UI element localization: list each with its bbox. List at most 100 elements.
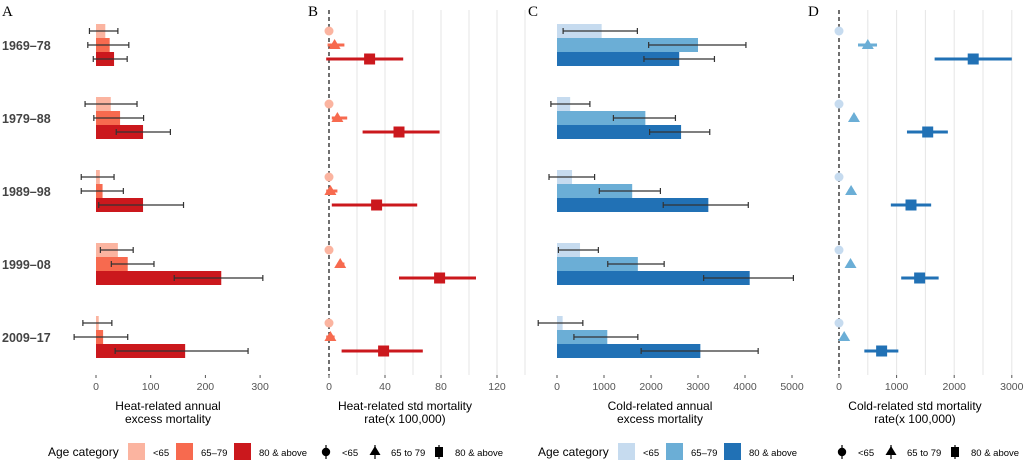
x-tick-label: 1000: [885, 381, 909, 393]
x-tick-label: 120: [488, 381, 506, 393]
bar: [557, 257, 638, 271]
point-circle: [324, 172, 334, 182]
legend-label: <65: [643, 448, 659, 459]
legend-swatch: [618, 443, 635, 460]
legend-title: Age category: [48, 445, 119, 459]
point-square: [393, 126, 405, 138]
point-square: [914, 272, 926, 284]
point-square: [876, 345, 888, 357]
legend-circle-icon: [837, 447, 847, 457]
panel-letter: A: [2, 4, 13, 20]
x-axis-title: Heat-related std mortality: [338, 399, 472, 413]
x-axis-title: rate(x 100,000): [364, 412, 445, 426]
point-triangle: [838, 331, 851, 341]
legend-triangle-icon: [369, 446, 381, 455]
point-triangle: [334, 258, 347, 268]
x-tick-label: 200: [197, 381, 215, 393]
x-tick-label: 2000: [639, 381, 663, 393]
x-tick-label: 0: [93, 381, 99, 393]
legend-label: 65 to 79: [391, 448, 425, 459]
point-circle: [834, 99, 844, 109]
point-circle: [834, 318, 844, 328]
legend-label: 80 & above: [259, 448, 307, 459]
x-tick-label: 300: [251, 381, 269, 393]
x-tick-label: 3000: [686, 381, 710, 393]
bar: [557, 125, 682, 139]
point-triangle: [331, 112, 344, 122]
point-circle: [834, 26, 844, 36]
x-axis-title: excess mortality: [125, 412, 211, 426]
bar: [557, 184, 633, 198]
y-tick-label: 1979–88: [2, 112, 51, 126]
panel-d: D 0 1000 2000 3000 Cold-related std mortality…: [808, 4, 1024, 426]
x-tick-label: 100: [142, 381, 160, 393]
point-square: [434, 272, 446, 284]
x-tick-label: 0: [554, 381, 560, 393]
panel-b: B 0 40 80 120 Heat-related std mortalityrate(…: [308, 4, 526, 426]
point-square: [364, 53, 376, 65]
legend-label: 80 & above: [971, 448, 1019, 459]
bar: [557, 344, 701, 358]
legend-label: <65: [342, 448, 358, 459]
point-square: [378, 345, 390, 357]
point-circle: [324, 245, 334, 255]
legend-square-icon: [951, 447, 959, 457]
x-axis-title: Cold-related annual: [608, 399, 713, 413]
point-triangle: [861, 39, 874, 49]
legend-swatch: [128, 443, 145, 460]
y-tick-label: 2009–17: [2, 331, 51, 345]
bar: [557, 38, 698, 52]
legend-label: 80 & above: [455, 448, 503, 459]
x-tick-label: 4000: [733, 381, 757, 393]
point-square: [967, 53, 979, 65]
bar: [557, 111, 646, 125]
point-triangle: [324, 331, 337, 341]
panel-letter: D: [808, 4, 819, 20]
panel-c: C 0 1000 2000 3000 4000 5000 Cold-related annua…: [528, 4, 804, 426]
x-tick-label: 5000: [780, 381, 804, 393]
point-square: [371, 199, 383, 211]
y-tick-label: 1969–78: [2, 39, 51, 53]
point-triangle: [845, 185, 858, 195]
legend-label: <65: [153, 448, 169, 459]
x-axis-title: rate(x 100,000): [874, 412, 955, 426]
point-triangle: [328, 39, 341, 49]
panel-letter: B: [308, 4, 318, 20]
bar: [557, 52, 680, 66]
legend-circle-icon: [321, 447, 331, 457]
x-tick-label: 3000: [1000, 381, 1024, 393]
legend-label: <65: [858, 448, 874, 459]
legend-swatch: [176, 443, 193, 460]
legend-swatch: [666, 443, 683, 460]
bar: [557, 198, 709, 212]
legend-square-icon: [435, 447, 443, 457]
point-circle: [324, 26, 334, 36]
point-triangle: [324, 185, 337, 195]
point-circle: [834, 172, 844, 182]
y-tick-label: 1999–08: [2, 258, 51, 272]
x-axis-title: Cold-related std mortality: [848, 399, 981, 413]
point-circle: [324, 318, 334, 328]
panel-a: A 1969–78 1979–88 1989–98 1999–08 2009–17 0 100…: [2, 4, 269, 426]
x-tick-label: 1000: [592, 381, 616, 393]
legend-cold: Age category <65 65–79 80 & above <65 65 to 7…: [538, 443, 1019, 460]
point-square: [905, 199, 917, 211]
bar: [96, 271, 222, 285]
legend-label: 65 to 79: [907, 448, 941, 459]
y-tick-label: 1989–98: [2, 185, 51, 199]
x-tick-label: 80: [435, 381, 447, 393]
bar: [557, 271, 750, 285]
legend-triangle-icon: [885, 446, 897, 455]
point-circle: [324, 99, 334, 109]
legend-heat: Age category <65 65–79 80 & above <65 65 to 7…: [48, 443, 503, 460]
x-tick-label: 0: [836, 381, 842, 393]
legend-label: 80 & above: [749, 448, 797, 459]
x-tick-label: 40: [379, 381, 391, 393]
panel-letter: C: [528, 4, 538, 20]
x-axis-title: excess mortality: [617, 412, 703, 426]
point-circle: [834, 245, 844, 255]
x-tick-label: 2000: [943, 381, 967, 393]
point-triangle: [847, 112, 860, 122]
legend-swatch: [724, 443, 741, 460]
